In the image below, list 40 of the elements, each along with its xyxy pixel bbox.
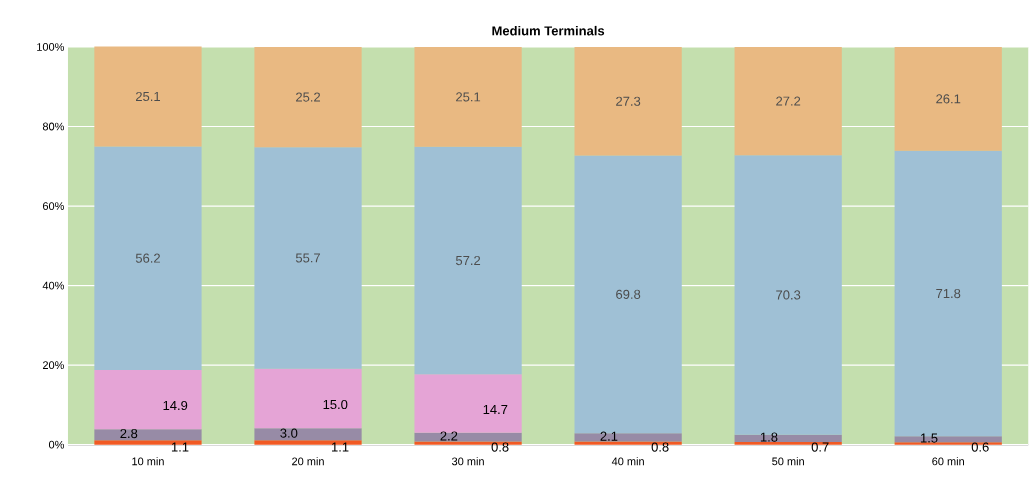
chart-title: Medium Terminals bbox=[492, 26, 605, 36]
data-label: 25.1 bbox=[456, 92, 481, 102]
data-label: 25.2 bbox=[296, 92, 321, 102]
data-label: 3.0 bbox=[280, 428, 298, 438]
data-label: 69.8 bbox=[616, 289, 641, 300]
data-label: 0.7 bbox=[811, 442, 829, 452]
y-tick-label: 40% bbox=[42, 281, 65, 290]
data-label: 2.1 bbox=[600, 431, 618, 441]
data-label: 27.3 bbox=[616, 96, 641, 107]
data-label: 1.8 bbox=[760, 432, 778, 442]
y-tick-label: 60% bbox=[42, 202, 65, 211]
y-tick-label: 20% bbox=[42, 361, 65, 370]
data-label: 55.7 bbox=[295, 253, 321, 263]
data-label: 71.8 bbox=[936, 289, 961, 299]
y-tick-label: 0% bbox=[48, 440, 65, 449]
x-tick-label: 30 min bbox=[452, 457, 484, 466]
data-label: 14.7 bbox=[483, 405, 508, 415]
data-label: 2.2 bbox=[440, 431, 458, 441]
data-label: 14.9 bbox=[163, 401, 188, 411]
data-label: 0.8 bbox=[491, 442, 509, 452]
x-tick-label: 10 min bbox=[132, 457, 164, 466]
y-tick-label: 100% bbox=[37, 43, 65, 52]
x-tick-label: 60 min bbox=[932, 457, 964, 466]
data-label: 0.6 bbox=[971, 442, 989, 452]
data-label: 1.1 bbox=[171, 442, 189, 452]
data-label: 1.1 bbox=[332, 442, 349, 452]
x-tick-label: 20 min bbox=[292, 457, 324, 466]
data-label: 2.8 bbox=[120, 429, 138, 439]
data-label: 15.0 bbox=[323, 400, 348, 410]
data-label: 56.2 bbox=[135, 253, 160, 263]
data-label: 70.3 bbox=[776, 290, 801, 300]
x-tick-label: 40 min bbox=[611, 457, 644, 466]
data-label: 26.1 bbox=[936, 94, 961, 104]
data-label: 0.8 bbox=[651, 442, 669, 452]
x-tick-label: 50 min bbox=[772, 457, 804, 466]
data-label: 25.1 bbox=[136, 92, 160, 102]
data-label: 27.2 bbox=[776, 96, 801, 106]
data-label: 57.2 bbox=[455, 256, 481, 266]
y-tick-label: 80% bbox=[42, 122, 65, 131]
data-label: 1.5 bbox=[920, 433, 938, 443]
